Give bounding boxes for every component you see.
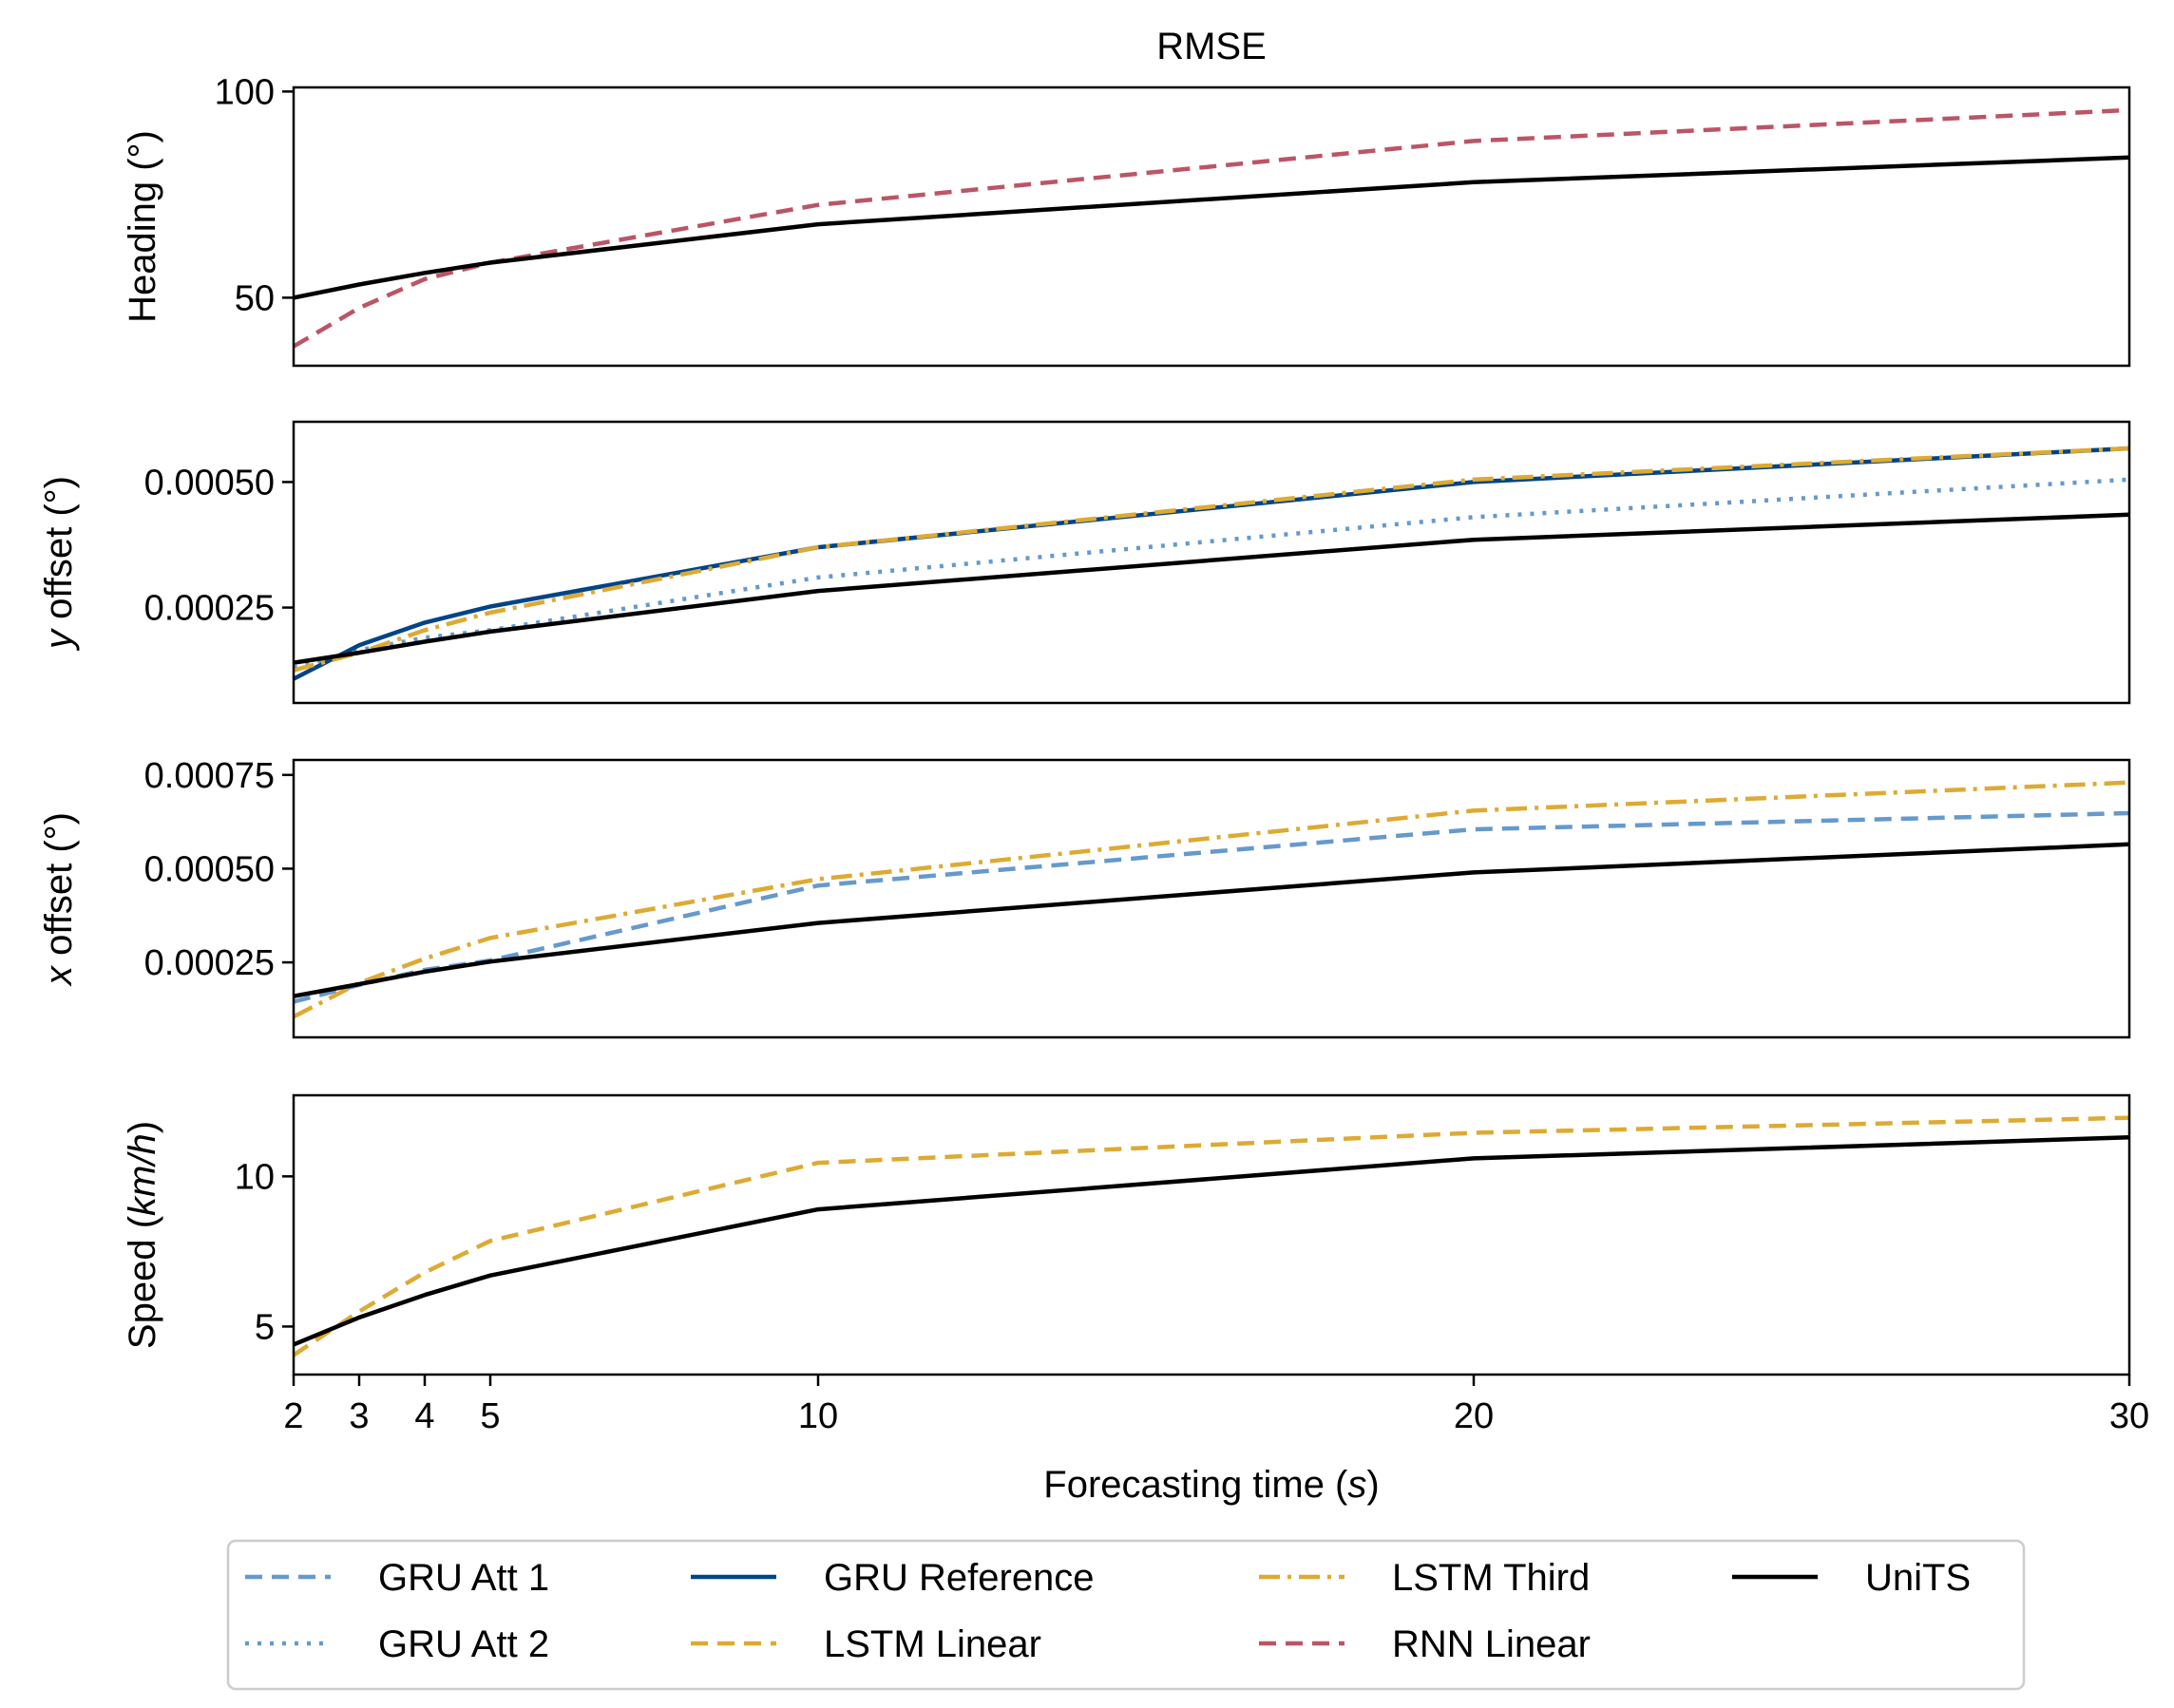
x-tick-label: 20: [1454, 1396, 1494, 1436]
legend-label-gru-att-2: GRU Att 2: [378, 1623, 549, 1665]
x-tick-label: 2: [283, 1396, 303, 1436]
x-axis: 2 3 4 5 10 20 30: [283, 1375, 2149, 1436]
subplot-1-line-rnn-linear: [294, 107, 2129, 349]
subplot-2-ytick-label: 0.00050: [144, 463, 275, 503]
x-tick-label: 4: [414, 1396, 434, 1436]
legend-label-gru-att-1: GRU Att 1: [378, 1557, 549, 1599]
subplot-3-ytick-label: 0.00050: [144, 849, 275, 889]
subplot-3: 0.00025 0.00050 0.00075 x offset (°): [38, 756, 2131, 1039]
subplot-panels: 50 100 Heading (°) 0.00025 0.00050 y offset (…: [38, 72, 2131, 1376]
chart-title: RMSE: [1156, 26, 1267, 67]
subplot-4-frame: [292, 1093, 2131, 1376]
subplot-3-ytick-label: 0.00025: [144, 943, 275, 983]
x-tick-label: 30: [2109, 1396, 2149, 1436]
subplot-2-line-lstm-third: [294, 446, 2129, 673]
subplot-1: 50 100 Heading (°): [122, 72, 2131, 368]
subplot-4-y-axis-label: Speed (km/h): [122, 1121, 163, 1349]
subplot-1-line-units: [294, 155, 2129, 300]
subplot-3-frame: [292, 758, 2131, 1039]
subplot-3-ytick-label: 0.00075: [144, 756, 275, 796]
subplot-1-frame: [292, 85, 2131, 368]
subplot-4: 5 10 Speed (km/h): [122, 1093, 2131, 1376]
subplot-3-y-axis-label: x offset (°): [38, 812, 80, 987]
legend-label-gru-reference: GRU Reference: [824, 1557, 1095, 1599]
subplot-2: 0.00025 0.00050 y offset (°): [38, 420, 2131, 705]
subplot-2-line-gru-reference: [294, 446, 2129, 681]
subplot-1-y-axis-label: Heading (°): [122, 130, 163, 323]
subplot-1-ytick-label: 100: [215, 72, 275, 112]
legend-label-units: UniTS: [1865, 1557, 1971, 1599]
subplot-3-line-gru-att-1: [294, 810, 2129, 1004]
legend-label-lstm-third: LSTM Third: [1392, 1557, 1590, 1599]
subplot-4-line-units: [294, 1135, 2129, 1347]
legend-label-rnn-linear: RNN Linear: [1392, 1623, 1591, 1665]
subplot-2-frame: [292, 420, 2131, 705]
subplot-4-ytick-label: 5: [255, 1307, 275, 1347]
x-axis-label: Forecasting time (s): [1043, 1464, 1379, 1506]
subplot-3-line-lstm-third: [294, 780, 2129, 1019]
x-tick-label: 3: [349, 1396, 369, 1436]
legend: GRU Att 1 GRU Reference LSTM Third UniTS GRU…: [226, 1539, 2026, 1691]
subplot-1-ytick-label: 50: [235, 278, 275, 318]
subplot-3-line-units: [294, 842, 2129, 998]
x-tick-label: 5: [480, 1396, 500, 1436]
subplot-4-ytick-label: 10: [235, 1157, 275, 1197]
subplot-4-line-lstm-linear: [294, 1115, 2129, 1357]
subplot-2-y-axis-label: y offset (°): [38, 476, 80, 652]
legend-label-lstm-linear: LSTM Linear: [824, 1623, 1041, 1665]
x-tick-label: 10: [798, 1396, 838, 1436]
subplot-2-ytick-label: 0.00025: [144, 589, 275, 629]
subplot-2-line-units: [294, 512, 2129, 665]
legend-frame: [226, 1539, 2026, 1691]
